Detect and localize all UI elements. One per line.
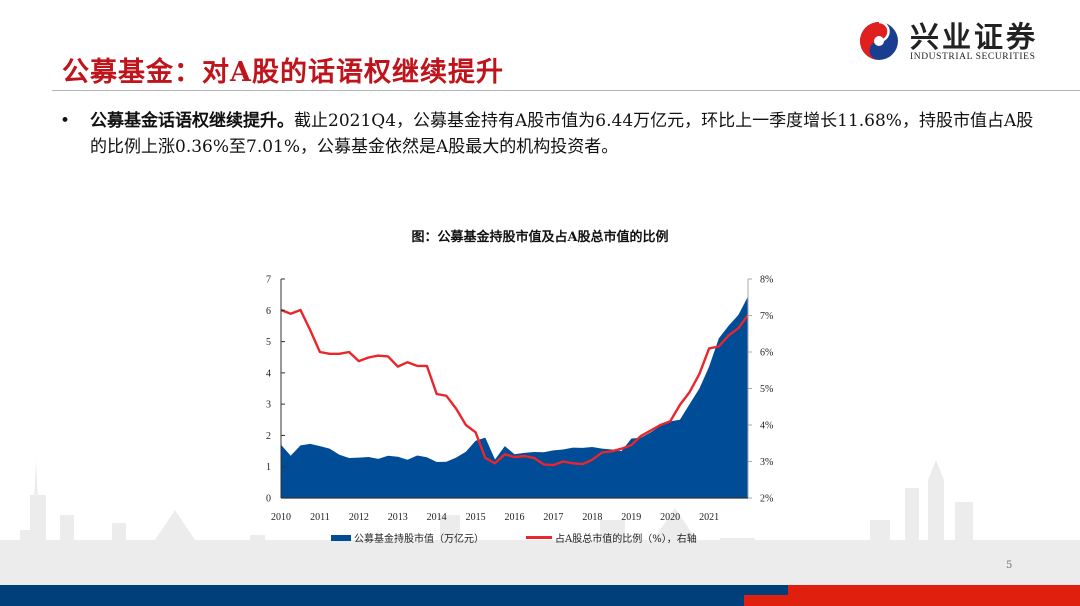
title-divider bbox=[52, 90, 1080, 91]
right-tick-label: 7% bbox=[760, 311, 773, 322]
company-logo: 兴业证券 INDUSTRIAL SECURITIES bbox=[856, 12, 1066, 64]
bullet-marker: • bbox=[60, 111, 71, 131]
page-number: 5 bbox=[1006, 560, 1013, 571]
left-tick-label: 2 bbox=[266, 431, 271, 442]
right-tick-label: 3% bbox=[760, 457, 773, 468]
legend-item-market-value: 公募基金持股市值（万亿元） bbox=[331, 530, 484, 545]
left-tick-label: 7 bbox=[266, 275, 271, 286]
left-tick-label: 0 bbox=[266, 494, 271, 505]
page-title: 公募基金：对A股的话语权继续提升 bbox=[62, 57, 504, 88]
x-tick-label: 2021 bbox=[699, 512, 719, 523]
bullet-body: 截止2021Q4，公募基金持有A股市值为6.44万亿元，环比上一季度增长11.6… bbox=[90, 111, 1034, 157]
footer-bar-red-lower bbox=[744, 595, 1080, 606]
right-tick-label: 4% bbox=[760, 421, 773, 432]
footer-bar-blue bbox=[0, 585, 790, 606]
x-tick-label: 2011 bbox=[310, 512, 330, 523]
x-tick-label: 2014 bbox=[427, 512, 447, 523]
chart-title: 图：公募基金持股市值及占A股总市值的比例 bbox=[411, 230, 669, 245]
right-tick-label: 2% bbox=[760, 494, 773, 505]
left-tick-label: 3 bbox=[266, 400, 271, 411]
legend-item-share: 占A股总市值的比例（%），右轴 bbox=[526, 530, 697, 545]
bullet-text: 公募基金话语权继续提升。截止2021Q4，公募基金持有A股市值为6.44万亿元，… bbox=[90, 108, 1050, 160]
x-tick-label: 2012 bbox=[349, 512, 369, 523]
left-tick-label: 4 bbox=[266, 368, 271, 379]
right-tick-label: 8% bbox=[760, 275, 773, 286]
right-tick-label: 5% bbox=[760, 384, 773, 395]
x-tick-label: 2016 bbox=[505, 512, 525, 523]
legend-line-swatch bbox=[526, 536, 552, 539]
x-tick-label: 2017 bbox=[543, 512, 563, 523]
x-tick-label: 2018 bbox=[582, 512, 602, 523]
legend-area-label: 公募基金持股市值（万亿元） bbox=[354, 534, 484, 545]
x-tick-label: 2015 bbox=[466, 512, 486, 523]
x-tick-label: 2019 bbox=[621, 512, 641, 523]
legend-line-label: 占A股总市值的比例（%），右轴 bbox=[555, 534, 697, 545]
footer-bar-red bbox=[788, 585, 1080, 595]
x-tick-label: 2010 bbox=[271, 512, 291, 523]
left-tick-label: 5 bbox=[266, 337, 271, 348]
logo-name-cn: 兴业证券 bbox=[910, 20, 1039, 54]
bullet-lead: 公募基金话语权继续提升。 bbox=[90, 111, 294, 131]
market-value-area bbox=[281, 296, 748, 498]
industrial-securities-swirl-icon bbox=[860, 20, 898, 60]
left-tick-label: 1 bbox=[266, 462, 271, 473]
summary-bullet: • 公募基金话语权继续提升。截止2021Q4，公募基金持有A股市值为6.44万亿… bbox=[60, 108, 1050, 160]
right-tick-label: 6% bbox=[760, 348, 773, 359]
legend-area-swatch bbox=[331, 534, 351, 541]
left-tick-label: 6 bbox=[266, 306, 271, 317]
x-tick-label: 2020 bbox=[660, 512, 680, 523]
x-tick-label: 2013 bbox=[388, 512, 408, 523]
logo-name-en: INDUSTRIAL SECURITIES bbox=[910, 52, 1036, 62]
share-ratio-line bbox=[280, 308, 749, 467]
